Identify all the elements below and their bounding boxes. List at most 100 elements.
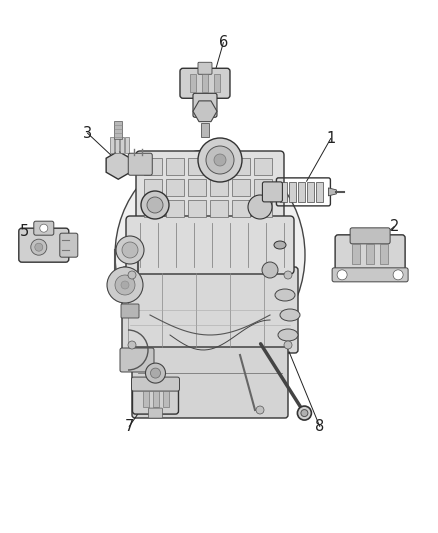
Polygon shape	[328, 188, 336, 196]
Circle shape	[214, 154, 226, 166]
Circle shape	[116, 236, 144, 264]
Bar	[307, 182, 314, 202]
Ellipse shape	[274, 241, 286, 249]
Bar	[210, 200, 228, 217]
Circle shape	[284, 271, 292, 279]
Circle shape	[156, 406, 164, 414]
Circle shape	[40, 224, 48, 232]
FancyBboxPatch shape	[136, 151, 284, 229]
Circle shape	[121, 281, 129, 289]
FancyBboxPatch shape	[335, 235, 405, 277]
Bar	[188, 158, 206, 175]
Circle shape	[107, 267, 143, 303]
Bar	[232, 179, 250, 196]
Text: 6: 6	[219, 35, 228, 50]
Ellipse shape	[275, 289, 295, 301]
Circle shape	[198, 138, 242, 182]
Bar	[232, 158, 250, 175]
FancyBboxPatch shape	[122, 267, 298, 353]
Polygon shape	[106, 151, 131, 179]
Circle shape	[31, 239, 47, 255]
FancyBboxPatch shape	[262, 182, 283, 202]
Text: 7: 7	[124, 419, 134, 434]
Bar	[210, 179, 228, 196]
Circle shape	[141, 191, 169, 219]
Bar	[144, 158, 162, 175]
Bar	[144, 200, 162, 217]
Text: 1: 1	[326, 131, 336, 146]
Bar	[298, 182, 305, 202]
Polygon shape	[193, 101, 217, 122]
FancyBboxPatch shape	[180, 68, 230, 98]
Bar	[153, 391, 159, 407]
Bar	[254, 200, 272, 217]
Circle shape	[122, 242, 138, 258]
FancyBboxPatch shape	[193, 93, 217, 117]
Circle shape	[284, 341, 292, 349]
Bar	[125, 137, 129, 153]
Bar	[115, 137, 119, 153]
FancyBboxPatch shape	[121, 304, 139, 318]
FancyBboxPatch shape	[131, 377, 180, 391]
Circle shape	[337, 270, 347, 280]
FancyBboxPatch shape	[132, 384, 179, 414]
Circle shape	[256, 406, 264, 414]
Bar	[380, 244, 388, 264]
FancyBboxPatch shape	[126, 216, 294, 274]
Bar	[290, 182, 297, 202]
Bar	[254, 179, 272, 196]
Bar	[166, 200, 184, 217]
Bar	[352, 244, 360, 264]
FancyBboxPatch shape	[148, 408, 162, 418]
Circle shape	[393, 270, 403, 280]
Circle shape	[128, 271, 136, 279]
Ellipse shape	[115, 150, 305, 360]
Bar	[144, 179, 162, 196]
Bar	[166, 179, 184, 196]
Bar	[120, 137, 124, 153]
Circle shape	[301, 409, 308, 417]
Circle shape	[147, 197, 163, 213]
Bar	[201, 123, 209, 138]
Bar	[316, 182, 323, 202]
FancyBboxPatch shape	[19, 228, 69, 262]
Text: 8: 8	[315, 419, 325, 434]
Ellipse shape	[280, 309, 300, 321]
Bar	[114, 121, 122, 139]
Circle shape	[35, 243, 43, 251]
FancyBboxPatch shape	[132, 347, 288, 418]
Circle shape	[206, 146, 234, 174]
Circle shape	[262, 262, 278, 278]
Circle shape	[115, 275, 135, 295]
Circle shape	[297, 406, 311, 420]
Circle shape	[128, 341, 136, 349]
Bar	[232, 200, 250, 217]
FancyBboxPatch shape	[34, 221, 54, 235]
Circle shape	[151, 368, 160, 378]
Bar	[188, 200, 206, 217]
Bar	[166, 158, 184, 175]
FancyBboxPatch shape	[120, 348, 154, 372]
Bar	[202, 74, 208, 92]
FancyBboxPatch shape	[198, 62, 212, 74]
Bar	[144, 391, 149, 407]
Circle shape	[145, 363, 166, 383]
Bar	[163, 391, 170, 407]
Bar	[210, 158, 228, 175]
Text: 3: 3	[83, 126, 92, 141]
Bar	[188, 179, 206, 196]
FancyBboxPatch shape	[332, 268, 408, 282]
Circle shape	[248, 195, 272, 219]
Bar	[366, 244, 374, 264]
Bar	[110, 137, 114, 153]
Bar	[190, 74, 196, 92]
Ellipse shape	[278, 329, 298, 341]
Bar	[214, 74, 220, 92]
FancyBboxPatch shape	[128, 153, 152, 175]
Bar	[254, 158, 272, 175]
FancyBboxPatch shape	[60, 233, 78, 257]
FancyBboxPatch shape	[350, 228, 390, 244]
Bar	[280, 182, 287, 202]
Text: 5: 5	[19, 224, 29, 239]
Text: 2: 2	[389, 219, 399, 234]
